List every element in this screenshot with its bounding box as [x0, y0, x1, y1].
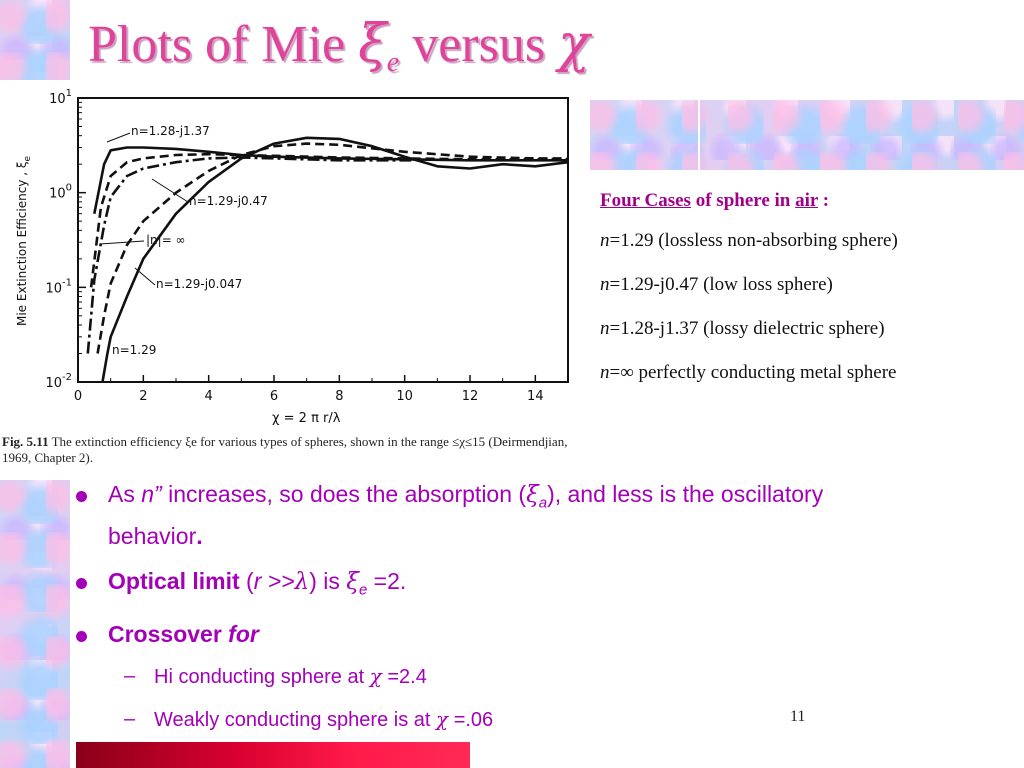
x-tick-label: 0 [74, 389, 82, 404]
extinction-chart: 0 2 4 6 8 10 12 14 101 100 10-1 10-2 Mie Extinction… [10, 86, 582, 470]
sub-bullet-hi-conducting: – Hi conducting sphere at χ =2.4 [124, 664, 427, 689]
x-tick-label: 12 [462, 389, 479, 404]
bullet-dot [76, 631, 87, 643]
bullet-crossover: Crossover for [76, 618, 876, 651]
bullet-dot [76, 577, 87, 589]
x-tick-label: 8 [335, 389, 343, 404]
y-tick-label: 10-2 [45, 372, 72, 391]
page-number: 11 [790, 708, 806, 725]
cases-heading: Four Cases of sphere in air : [600, 190, 830, 211]
x-tick-label: 6 [270, 389, 278, 404]
x-tick-label: 14 [527, 389, 544, 404]
left-texture-top [0, 0, 70, 80]
series-line-n-1-29-j0-047 [96, 142, 568, 354]
bullet-optical-limit: Optical limit (r >>λ) is ξe =2. [76, 565, 876, 607]
y-axis-label: Mie Extinction Efficiency , ξe [15, 155, 33, 326]
series-line-n-1-29-j0-47 [89, 152, 568, 288]
x-tick-label: 2 [139, 389, 147, 404]
curve-label-n-inf: |n|= ∞ [146, 233, 186, 247]
case-row: n=1.29 (lossless non-absorbing sphere) [600, 230, 898, 251]
series-line-n-1-29 [101, 136, 569, 383]
x-axis-label: χ = 2 π r/λ [272, 411, 341, 426]
curve-label-n129-047: n=1.29-j0.47 [189, 194, 268, 208]
case-row: n=1.28-j1.37 (lossy dielectric sphere) [600, 318, 885, 339]
case-row: n=∞ perfectly conducting metal sphere [600, 362, 897, 383]
bullet-absorption: As n” increases, so does the absorption … [76, 478, 876, 553]
bullet-dot [76, 491, 87, 502]
page-title: Plots of Mie ξe versus χ [88, 14, 590, 78]
four-cases-panel: Four Cases of sphere in air : n=1.29 (lo… [600, 190, 898, 406]
sub-bullet-weakly-conducting: – Weakly conducting sphere is at χ =.06 [124, 707, 494, 732]
curve-label-n129-0047: n=1.29-j0.047 [156, 277, 242, 291]
bullet-list: As n” increases, so does the absorption … [76, 478, 876, 749]
y-tick-label: 10-1 [45, 277, 72, 296]
y-tick-label: 100 [49, 183, 72, 202]
case-row: n=1.29-j0.47 (low loss sphere) [600, 274, 833, 295]
y-tick-label: 101 [49, 88, 72, 107]
curve-label-n129: n=1.29 [112, 343, 156, 357]
band-divider [698, 100, 700, 170]
footer-gradient-bar [76, 742, 470, 768]
right-texture-band [590, 100, 1024, 170]
curve-label-n128: n=1.28-j1.37 [131, 124, 210, 138]
x-tick-label: 4 [205, 389, 213, 404]
series-line--n- [86, 156, 412, 354]
x-tick-label: 10 [396, 389, 413, 404]
left-texture-bottom [0, 480, 70, 768]
figure-caption: Fig. 5.11 The extinction efficiency ξe f… [2, 434, 568, 465]
plot-frame [77, 97, 569, 383]
